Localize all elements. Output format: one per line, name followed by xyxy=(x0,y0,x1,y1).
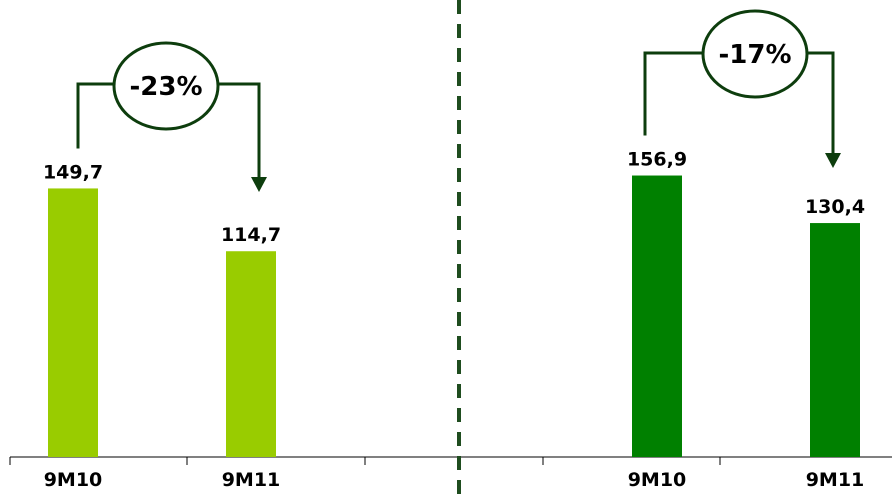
change-arrow-head xyxy=(825,153,841,168)
change-bubble xyxy=(112,41,220,131)
data-label: 149,7 xyxy=(43,161,103,183)
x-tick-label: 9M10 xyxy=(44,469,103,491)
x-tick-label: 9M11 xyxy=(222,469,281,491)
data-label: 114,7 xyxy=(221,224,281,246)
x-tick-label: 9M11 xyxy=(806,469,865,491)
change-arrow-head xyxy=(251,177,267,192)
bar xyxy=(48,188,98,457)
data-label: 130,4 xyxy=(805,196,865,218)
bar xyxy=(632,175,682,457)
change-label: -23% xyxy=(129,72,202,102)
bar xyxy=(226,251,276,457)
bar xyxy=(810,223,860,457)
change-bubble xyxy=(701,9,809,99)
change-label: -17% xyxy=(718,40,791,70)
x-tick-label: 9M10 xyxy=(628,469,687,491)
data-label: 156,9 xyxy=(627,149,687,171)
